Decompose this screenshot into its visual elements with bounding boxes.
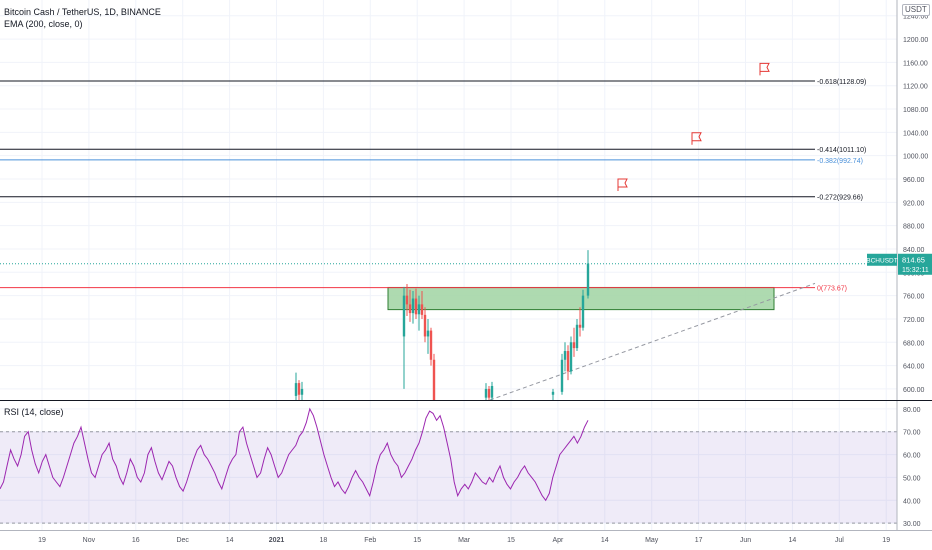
candlestick-series [294,250,590,400]
fibonacci-levels: -0.618(1128.09) -0.414(1011.10) -0.382(992… [0,79,866,293]
symbol-badge [867,253,897,266]
time-tick-label: Dec [176,537,189,544]
level-label: -0.272(929.66) [817,195,863,202]
candle-body [420,304,424,315]
time-tick-label: 14 [789,537,797,544]
rsi-tick-label: 50.00 [903,475,921,482]
candle-body [569,342,573,372]
candle-body [484,388,488,398]
level-label: -0.382(992.74) [817,158,863,165]
candle-body [414,298,418,315]
time-tick-label: 14 [601,537,609,544]
time-tick-label: 14 [226,537,234,544]
symbol-badge-label: BCHUSDT [866,257,897,264]
candle-body [294,383,298,396]
candle-body [586,263,590,296]
price-tick-label: 960.00 [903,177,925,184]
candle-body [566,351,570,372]
time-tick-label: 19 [38,537,46,544]
candle-body [300,388,304,395]
price-tick-label: 840.00 [903,247,925,254]
candle-body [551,391,555,395]
candle-body [402,295,406,337]
price-tick-label: 680.00 [903,340,925,347]
time-tick-label: 16 [132,537,140,544]
price-tick-label: 1120.00 [903,84,928,91]
level-label: -0.414(1011.10) [817,147,866,154]
price-tick-label: 1160.00 [903,60,928,67]
level-label: -0.618(1128.09) [817,79,866,86]
candle-body [581,295,585,328]
support-zone-box [387,286,775,311]
price-badge [898,253,932,275]
candle-body [408,304,412,314]
price-tick-label: 760.00 [903,294,925,301]
time-tick-label: Feb [364,537,376,544]
candle-body [487,388,491,398]
candle-body [429,330,433,360]
flag-icon [691,132,702,142]
price-tick-label: 1040.00 [903,130,928,137]
price-tick-label: 920.00 [903,200,925,207]
ascending-trendline [489,282,816,401]
rsi-pane [0,407,897,524]
rsi-tick-label: 40.00 [903,498,921,505]
price-tick-label: 1200.00 [903,37,928,44]
price-tick-label: 640.00 [903,364,925,371]
trendline [489,282,816,401]
rsi-tick-label: 70.00 [903,430,921,437]
candle-body [297,383,301,395]
candle-body [423,314,427,337]
rsi-line [0,407,589,502]
candle-body [490,386,494,398]
candle-body [572,342,576,349]
support-zone [387,286,775,311]
time-tick-label: Nov [83,537,96,544]
price-badge-value: 814.65 [902,255,925,264]
rsi-legend[interactable]: RSI (14, close) [4,407,64,417]
candle-body [426,330,430,337]
flag-icon [617,178,628,188]
candle-body [575,324,579,349]
time-tick-label: 19 [882,537,890,544]
price-tick-label: 600.00 [903,387,925,394]
price-badge-countdown: 15:32:11 [902,267,929,274]
price-tick-label: 880.00 [903,224,925,231]
time-tick-label: 15 [413,537,421,544]
ema-legend[interactable]: EMA (200, close, 0) [4,19,83,29]
time-tick-label: 15 [507,537,515,544]
flag-markers [617,62,770,192]
price-tick-label: 1080.00 [903,107,928,114]
rsi-tick-label: 30.00 [903,521,921,528]
price-tick-label: 720.00 [903,317,925,324]
flag-icon [759,62,770,72]
rsi-tick-label: 80.00 [903,407,921,414]
time-tick-label: Mar [458,537,471,544]
symbol-legend[interactable]: Bitcoin Cash / TetherUS, 1D, BINANCE [4,7,161,17]
time-tick-label: 17 [695,537,703,544]
level-label: 0(773.67) [817,286,847,293]
candle-body [411,298,415,314]
time-tick-label: May [645,537,659,544]
rsi-tick-label: 60.00 [903,453,921,460]
candle-body [405,295,409,305]
time-tick-label: 2021 [269,537,285,544]
candle-body [432,359,436,400]
rsi-band [0,431,897,524]
candle-body [563,351,567,360]
time-tick-label: Jun [740,537,751,544]
candle-body [417,304,421,315]
time-tick-label: Jul [835,537,844,544]
candle-body [578,324,582,328]
price-tick-label: 1000.00 [903,154,928,161]
candle-body [560,359,564,392]
time-tick-label: 18 [320,537,328,544]
time-tick-label: Apr [552,537,564,544]
currency-button[interactable]: USDT [902,4,930,16]
price-tick-label: 1240.00 [903,14,928,21]
